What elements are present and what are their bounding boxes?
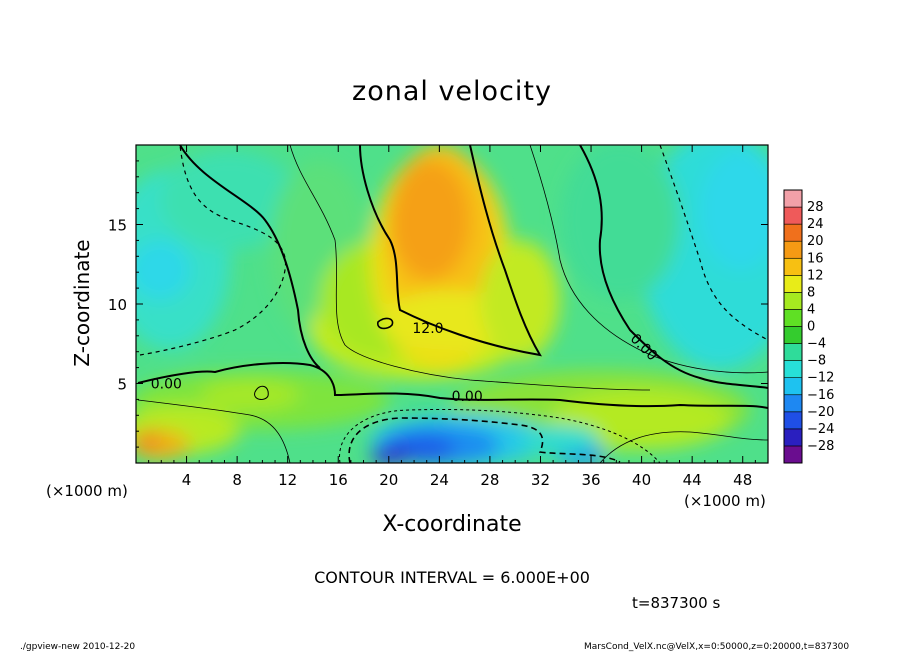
- x-axis-label: X-coordinate: [382, 512, 522, 537]
- colorbar-label: 8: [807, 285, 815, 300]
- colorbar-label: −20: [807, 405, 834, 420]
- colorbar-label: 28: [807, 200, 824, 215]
- contour-thin: [137, 399, 291, 463]
- colorbar-swatch: [783, 428, 803, 447]
- x-tick-label: 48: [733, 471, 752, 489]
- footer-left: ./gpview-new 2010-12-20: [20, 642, 136, 652]
- contour-small-loop: [377, 317, 394, 330]
- colorbar-label: 24: [807, 217, 824, 232]
- y-axis-ticks: 5 10 15: [108, 160, 768, 448]
- colorbar-label: −8: [807, 354, 826, 369]
- contour-loop: [254, 385, 269, 400]
- colorbar-label: −28: [807, 439, 834, 454]
- x-tick-label: 4: [182, 471, 192, 489]
- x-tick-label: 44: [683, 471, 702, 489]
- contour-zero-line: [137, 361, 768, 409]
- x-tick-label: 40: [632, 471, 651, 489]
- colorbar-swatch: [783, 206, 803, 225]
- contour-dashed: [339, 408, 661, 463]
- contour-label: 12.0: [412, 321, 443, 337]
- colorbar-label: −16: [807, 388, 834, 403]
- colorbar-swatch: [783, 240, 803, 259]
- heatmap-field: [136, 145, 768, 463]
- footer-right: MarsCond_VelX.nc@VelX,x=0:50000,z=0:2000…: [584, 642, 850, 652]
- colorbar-label: −4: [807, 337, 826, 352]
- contour-interval-text: CONTOUR INTERVAL = 6.000E+00: [314, 568, 590, 587]
- x-tick-label: 24: [430, 471, 449, 489]
- contour-label: 0.00: [151, 377, 182, 393]
- x-tick-label: 20: [379, 471, 398, 489]
- contour-thin: [289, 145, 651, 391]
- colorbar-swatch: [783, 377, 803, 396]
- colorbar: 28 24 20 16 12 8 4 0 −4 −8 −12 −16 −20 −24 −28: [783, 189, 834, 464]
- contour-dashed: [348, 417, 621, 463]
- x-tick-label: 36: [581, 471, 600, 489]
- colorbar-label: 0: [807, 320, 815, 335]
- contour-dashed: [139, 145, 287, 356]
- colorbar-swatch: [783, 343, 803, 361]
- colorbar-frame: [783, 189, 803, 464]
- contour-twelve-line: [359, 145, 542, 357]
- contour-zero-line: [579, 145, 768, 389]
- x-tick-label: 8: [232, 471, 242, 489]
- colorbar-swatch: [783, 445, 803, 464]
- y-tick-label: 5: [117, 376, 127, 394]
- colorbar-swatch: [783, 411, 803, 430]
- colorbar-label: 12: [807, 268, 824, 283]
- colorbar-swatch: [783, 223, 803, 242]
- x-tick-label: 32: [531, 471, 550, 489]
- colorbar-label: −12: [807, 371, 834, 386]
- colorbar-label: −24: [807, 422, 834, 437]
- contour-zero-line: [179, 145, 321, 369]
- time-label: t=837300 s: [632, 594, 721, 612]
- y-tick-label: 10: [108, 296, 127, 314]
- colorbar-swatch: [783, 326, 803, 344]
- x-tick-label: 12: [278, 471, 297, 489]
- colorbar-swatch: [783, 309, 803, 327]
- contour-dashed: [659, 145, 768, 341]
- colorbar-swatch: [783, 275, 803, 293]
- colorbar-label: 16: [807, 251, 824, 266]
- colorbar-swatch: [783, 394, 803, 413]
- x-tick-label: 16: [329, 471, 348, 489]
- x-unit-right: (×1000 m): [684, 492, 766, 510]
- x-axis-ticks: 4 8 12 16 20 24 28 32 36 40 44 48: [148, 145, 756, 489]
- contour-thin: [529, 145, 768, 374]
- colorbar-swatch: [783, 189, 803, 208]
- colorbar-swatch: [783, 292, 803, 310]
- contour-lines: [137, 145, 768, 463]
- contour-label: 0.00: [452, 389, 483, 405]
- colorbar-swatch: [783, 360, 803, 378]
- colorbar-swatch: [783, 257, 803, 276]
- y-axis-label: Z-coordinate: [70, 239, 94, 367]
- contour-thin: [599, 431, 768, 463]
- y-tick-label: 15: [108, 217, 127, 235]
- chart-title: zonal velocity: [352, 76, 552, 107]
- x-unit-left: (×1000 m): [46, 482, 128, 500]
- colorbar-label: 20: [807, 234, 824, 249]
- x-tick-label: 28: [480, 471, 499, 489]
- colorbar-label: 4: [807, 302, 815, 317]
